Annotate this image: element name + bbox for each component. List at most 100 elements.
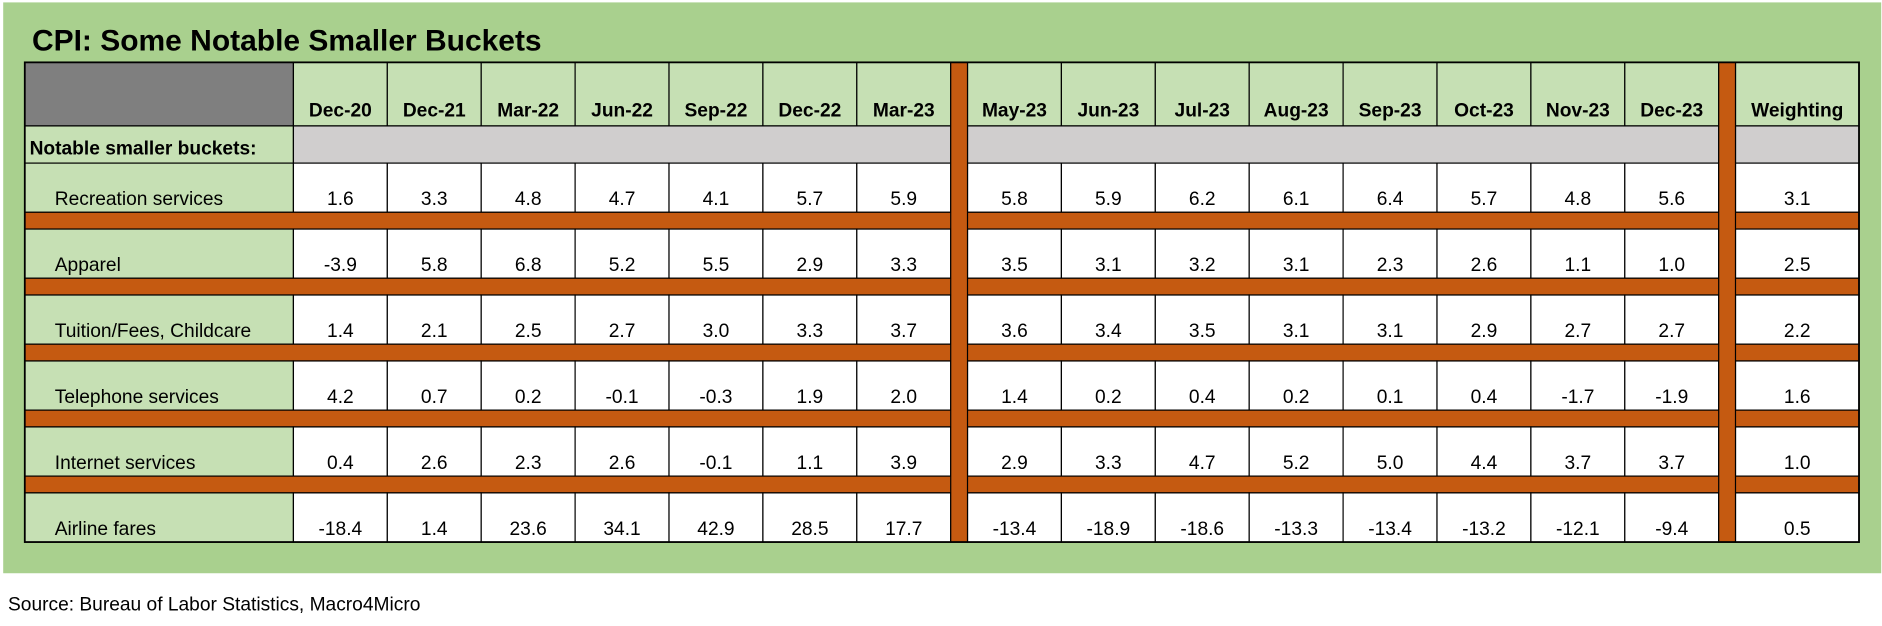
cell <box>1624 228 1720 279</box>
source: Source: Bureau of Labor Statistics, Macr… <box>8 594 420 615</box>
cell <box>480 426 576 477</box>
cell <box>574 360 670 411</box>
cell-value: -9.4 <box>1655 519 1688 540</box>
cell <box>1248 162 1344 213</box>
cell-value: 5.2 <box>1283 453 1310 474</box>
cell <box>292 426 388 477</box>
cell-value: 5.9 <box>1095 189 1122 210</box>
cell <box>1342 360 1438 411</box>
cell <box>668 426 764 477</box>
cell-value: 34.1 <box>603 519 640 540</box>
row-label: Apparel <box>55 255 121 276</box>
cell <box>1530 228 1626 279</box>
cell <box>480 61 576 127</box>
cell-value: -0.3 <box>699 387 732 408</box>
cell-value: 1.6 <box>1784 387 1811 408</box>
cell <box>668 162 764 213</box>
cell <box>480 228 576 279</box>
cell-value: 1.9 <box>797 387 824 408</box>
row-label: Internet services <box>55 453 196 474</box>
cell <box>1154 228 1250 279</box>
cell-value: 4.7 <box>1189 453 1216 474</box>
cell-value: 2.9 <box>1471 321 1498 342</box>
cell <box>24 228 295 279</box>
title: CPI: Some Notable Smaller Buckets <box>32 24 542 57</box>
cell <box>966 162 1063 213</box>
cell-value: -1.9 <box>1655 387 1688 408</box>
column-header: Dec-21 <box>403 100 466 121</box>
column-header: Aug-23 <box>1264 100 1329 121</box>
cell-value: 6.2 <box>1189 189 1216 210</box>
cell <box>1530 426 1626 477</box>
column-separator <box>1718 61 1737 543</box>
cell-value: 3.7 <box>1658 453 1685 474</box>
cell-value: 0.7 <box>421 387 448 408</box>
column-header: May-23 <box>982 100 1047 121</box>
cell-value: 5.9 <box>890 189 917 210</box>
cell-value: 0.5 <box>1784 519 1811 540</box>
cell <box>24 492 295 543</box>
cell-value: 3.5 <box>1001 255 1028 276</box>
cell <box>1248 360 1344 411</box>
cell <box>1248 492 1344 543</box>
cell-value: 2.6 <box>609 453 636 474</box>
cell <box>1734 228 1860 279</box>
cell-value: 0.2 <box>1283 387 1310 408</box>
cell-value: 5.7 <box>797 189 824 210</box>
cell-value: 5.0 <box>1377 453 1404 474</box>
cell-value: 1.6 <box>327 189 354 210</box>
cell <box>480 294 576 345</box>
cell-value: 2.9 <box>797 255 824 276</box>
cell-value: 6.8 <box>515 255 542 276</box>
cell-value: 4.8 <box>1565 189 1592 210</box>
cell-value: 5.8 <box>421 255 448 276</box>
cell-value: 4.2 <box>327 387 354 408</box>
cell <box>762 294 858 345</box>
cell-value: 4.1 <box>703 189 730 210</box>
cell-value: 1.1 <box>797 453 824 474</box>
column-header: Dec-20 <box>309 100 372 121</box>
cell <box>1060 492 1156 543</box>
cell-value: 23.6 <box>509 519 546 540</box>
cell <box>1154 360 1250 411</box>
cell <box>24 426 295 477</box>
cell <box>574 492 670 543</box>
cell <box>1342 492 1438 543</box>
cell <box>966 294 1063 345</box>
row-label: Telephone services <box>55 387 219 408</box>
cell-value: 3.3 <box>797 321 824 342</box>
cell-value: 5.6 <box>1658 189 1685 210</box>
cell <box>966 426 1063 477</box>
cell-value: 5.8 <box>1001 189 1028 210</box>
cell <box>1436 294 1532 345</box>
column-header: Oct-23 <box>1454 100 1514 121</box>
cell <box>1342 162 1438 213</box>
cell-value: -18.6 <box>1180 519 1224 540</box>
cell-value: 3.6 <box>1001 321 1028 342</box>
cell <box>1530 61 1626 127</box>
cell-value: 2.7 <box>609 321 636 342</box>
cell-value: 2.9 <box>1001 453 1028 474</box>
cell <box>1734 492 1860 543</box>
cell-value: 3.3 <box>421 189 448 210</box>
cell-value: 1.4 <box>327 321 354 342</box>
column-header: Sep-22 <box>685 100 748 121</box>
cell <box>856 294 952 345</box>
cell <box>1734 294 1860 345</box>
cell-value: 3.3 <box>890 255 917 276</box>
cell <box>24 61 295 127</box>
row-label: Airline fares <box>55 519 156 540</box>
cell <box>762 162 858 213</box>
row-band <box>24 475 1860 494</box>
cell-value: 0.2 <box>515 387 542 408</box>
cell <box>574 294 670 345</box>
cell-value: -12.1 <box>1556 519 1600 540</box>
cell <box>574 426 670 477</box>
cell-value: 1.0 <box>1784 453 1811 474</box>
cell-value: -1.7 <box>1561 387 1594 408</box>
row-label: Tuition/Fees, Childcare <box>55 321 251 342</box>
cell-value: -13.4 <box>1368 519 1412 540</box>
cell <box>574 228 670 279</box>
cell <box>1342 228 1438 279</box>
row-band <box>24 277 1860 296</box>
